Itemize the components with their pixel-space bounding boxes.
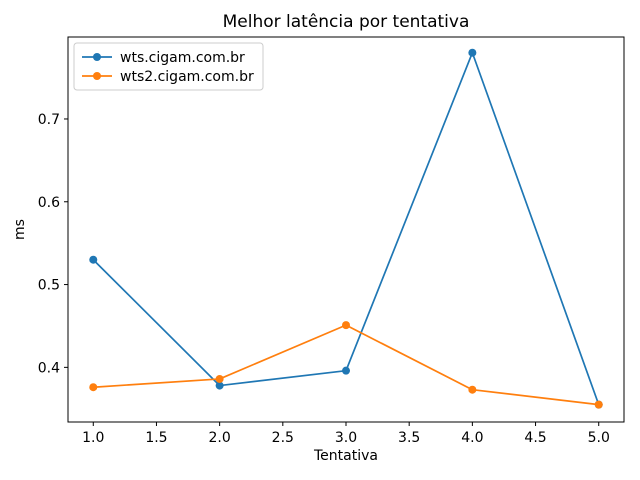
legend-label-1: wts2.cigam.com.br — [120, 69, 254, 85]
x-tick-label: 1.0 — [82, 430, 104, 446]
y-tick-label: 0.5 — [38, 278, 60, 294]
x-tick-label: 2.5 — [272, 430, 294, 446]
chart-title: Melhor latência por tentativa — [223, 12, 470, 32]
data-point-0-2 — [342, 366, 350, 375]
y-tick-label: 0.7 — [38, 112, 60, 128]
legend-marker-0 — [93, 53, 101, 61]
x-tick-label: 5.0 — [588, 430, 610, 446]
legend-marker-1 — [93, 72, 101, 80]
data-point-0-3 — [468, 48, 477, 57]
legend-box — [73, 42, 264, 91]
x-tick-label: 2.0 — [209, 430, 231, 446]
legend-label-0: wts.cigam.com.br — [120, 50, 245, 66]
x-tick-label: 4.0 — [461, 430, 483, 446]
data-point-1-1 — [215, 374, 224, 383]
y-tick-label: 0.6 — [38, 195, 60, 211]
data-point-1-2 — [342, 321, 350, 330]
x-tick-label: 3.0 — [335, 430, 357, 446]
y-axis-label: ms — [12, 219, 28, 240]
data-point-1-4 — [594, 400, 603, 409]
y-tick-label: 0.4 — [38, 360, 60, 376]
data-point-1-0 — [89, 383, 98, 392]
x-tick-label: 4.5 — [524, 430, 546, 446]
data-point-0-0 — [89, 255, 98, 264]
data-point-0-1 — [215, 381, 224, 390]
x-tick-label: 3.5 — [398, 430, 420, 446]
x-tick-label: 1.5 — [145, 430, 167, 446]
x-axis-label: Tentativa — [313, 448, 378, 464]
data-point-1-3 — [468, 385, 477, 394]
